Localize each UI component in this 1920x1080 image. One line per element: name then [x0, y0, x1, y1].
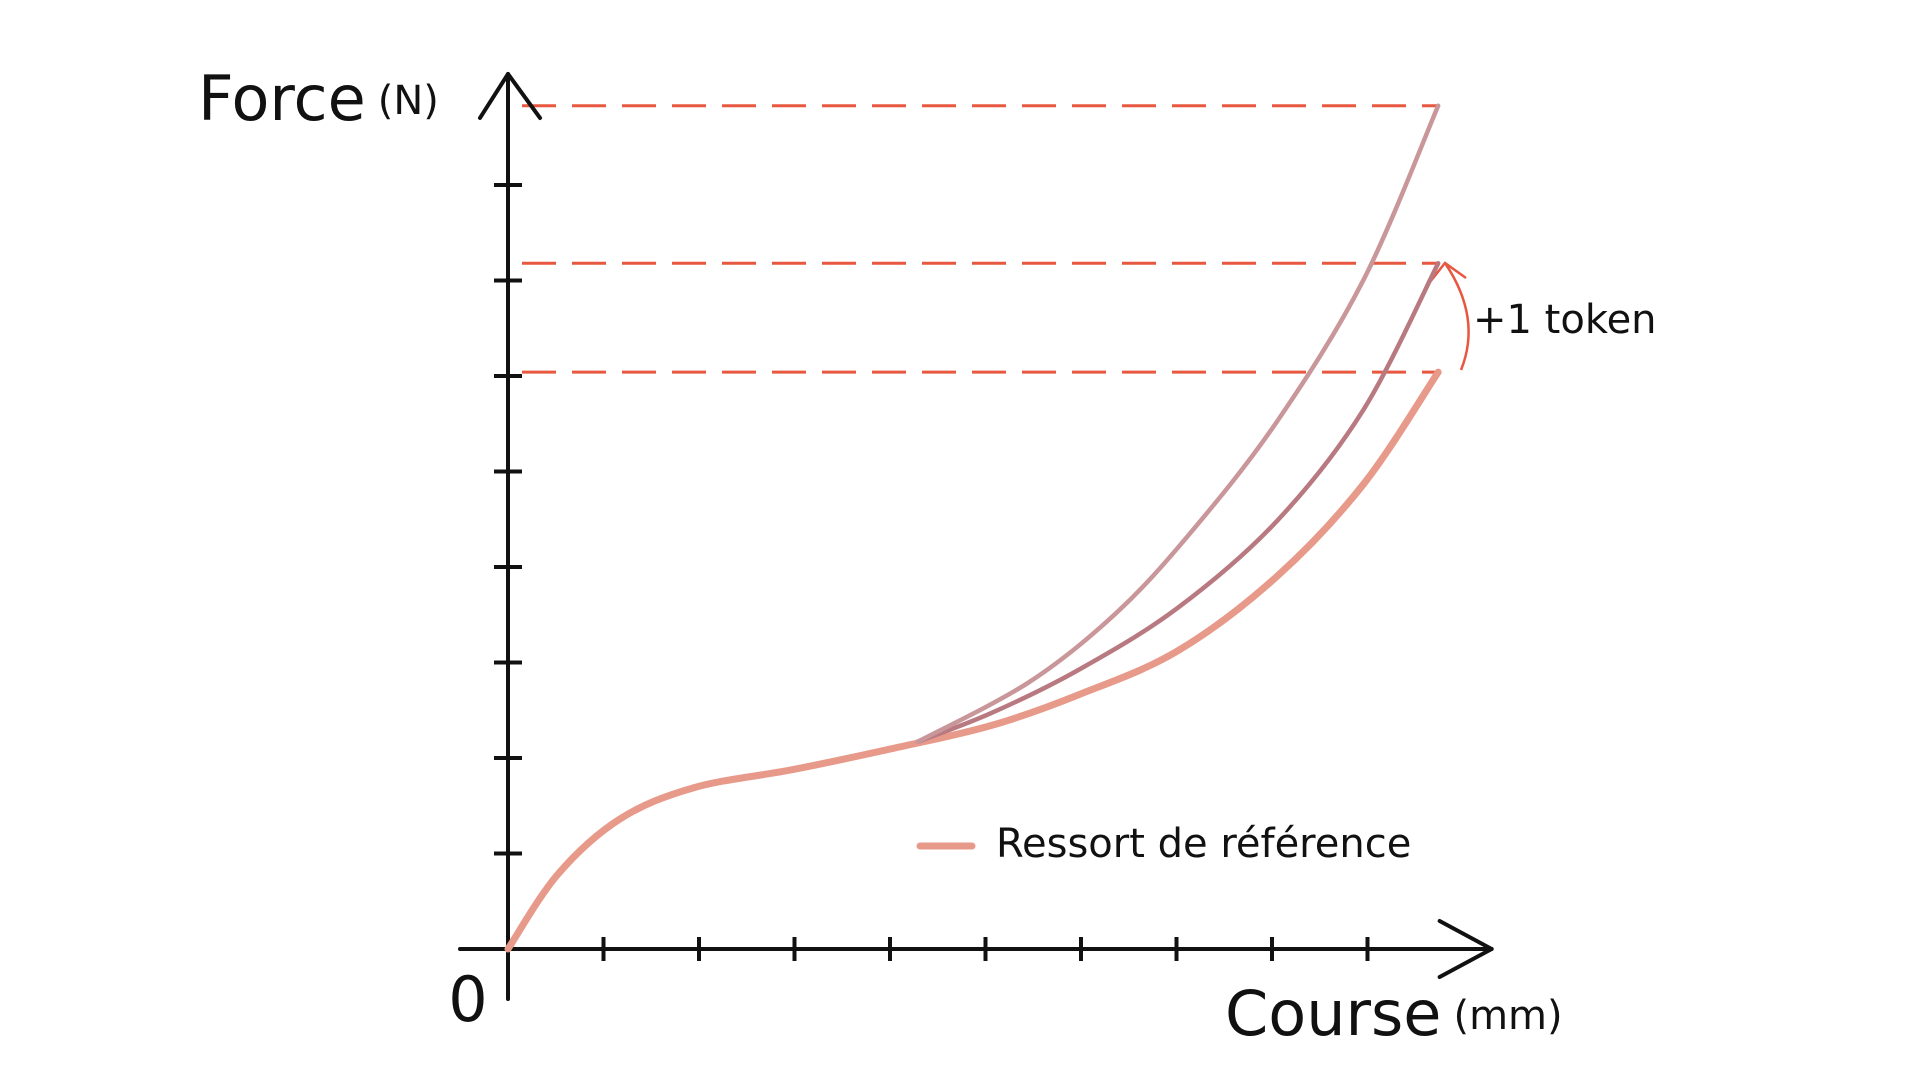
legend-label: Ressort de référence	[996, 821, 1411, 867]
x-axis-arrow	[1437, 919, 1494, 979]
annotation-arrowhead	[1429, 261, 1467, 283]
annotation-arrow	[1443, 262, 1470, 371]
y-axis-label: Force (N)	[198, 62, 439, 135]
origin-label: 0	[448, 963, 487, 1036]
annotation: +1 token	[1473, 297, 1657, 343]
y-axis-arrow	[478, 71, 542, 120]
curve	[915, 261, 1441, 745]
y-unit: (N)	[378, 78, 439, 124]
x-axis-label: Course (mm)	[1225, 977, 1563, 1050]
x-label: Course	[1225, 977, 1441, 1050]
x-unit: (mm)	[1453, 993, 1562, 1039]
curve	[915, 103, 1441, 745]
y-label: Force	[198, 62, 366, 135]
curve	[504, 368, 1442, 953]
